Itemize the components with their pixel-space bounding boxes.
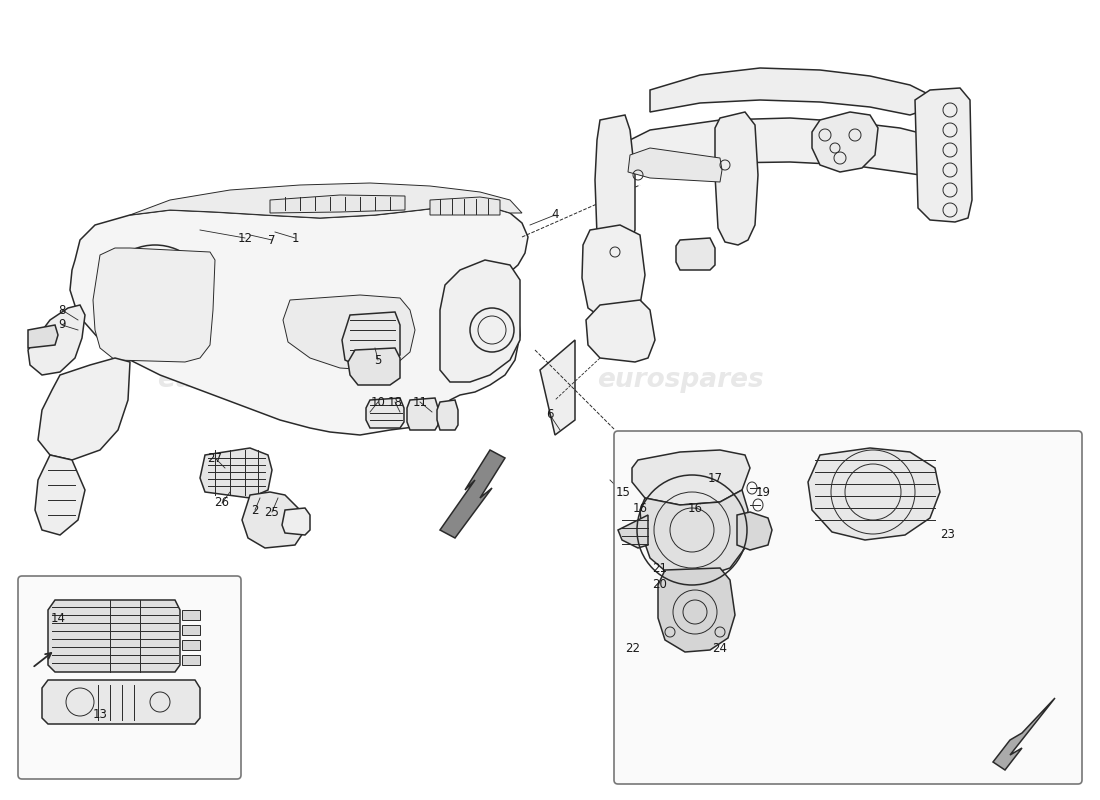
Text: 9: 9 bbox=[58, 318, 66, 331]
Polygon shape bbox=[595, 115, 635, 252]
Text: 22: 22 bbox=[626, 642, 640, 654]
Polygon shape bbox=[270, 195, 405, 213]
Text: 1: 1 bbox=[292, 231, 299, 245]
Polygon shape bbox=[600, 118, 960, 178]
Polygon shape bbox=[540, 340, 575, 435]
Text: 20: 20 bbox=[652, 578, 668, 591]
Polygon shape bbox=[42, 680, 200, 724]
Text: 17: 17 bbox=[707, 471, 723, 485]
Polygon shape bbox=[737, 512, 772, 550]
Polygon shape bbox=[94, 248, 214, 362]
Polygon shape bbox=[342, 312, 400, 367]
Polygon shape bbox=[242, 492, 305, 548]
Text: 12: 12 bbox=[238, 231, 253, 245]
Polygon shape bbox=[407, 398, 438, 430]
FancyBboxPatch shape bbox=[614, 431, 1082, 784]
Polygon shape bbox=[282, 508, 310, 535]
Polygon shape bbox=[628, 148, 722, 182]
Text: 2: 2 bbox=[251, 503, 258, 517]
Text: 18: 18 bbox=[387, 395, 403, 409]
Polygon shape bbox=[993, 698, 1055, 770]
Polygon shape bbox=[182, 640, 200, 650]
Polygon shape bbox=[440, 260, 520, 382]
Polygon shape bbox=[808, 448, 940, 540]
Polygon shape bbox=[586, 300, 654, 362]
Polygon shape bbox=[182, 625, 200, 635]
Polygon shape bbox=[440, 450, 505, 538]
Polygon shape bbox=[430, 197, 500, 215]
Polygon shape bbox=[915, 88, 972, 222]
Polygon shape bbox=[182, 610, 200, 620]
Text: 8: 8 bbox=[58, 303, 66, 317]
Polygon shape bbox=[640, 490, 748, 578]
Text: eurospares: eurospares bbox=[156, 367, 323, 393]
Text: 25: 25 bbox=[265, 506, 279, 518]
Polygon shape bbox=[130, 183, 522, 218]
Text: 14: 14 bbox=[51, 611, 66, 625]
Text: 7: 7 bbox=[268, 234, 276, 246]
Polygon shape bbox=[715, 112, 758, 245]
Polygon shape bbox=[48, 600, 180, 672]
Polygon shape bbox=[70, 205, 528, 435]
Text: 5: 5 bbox=[374, 354, 382, 366]
Polygon shape bbox=[650, 68, 930, 115]
Text: 16: 16 bbox=[632, 502, 648, 514]
Polygon shape bbox=[28, 305, 85, 375]
Polygon shape bbox=[35, 455, 85, 535]
Polygon shape bbox=[283, 295, 415, 370]
Polygon shape bbox=[618, 515, 648, 548]
Polygon shape bbox=[676, 238, 715, 270]
Polygon shape bbox=[28, 325, 58, 348]
Text: 26: 26 bbox=[214, 497, 230, 510]
Polygon shape bbox=[200, 448, 272, 498]
FancyBboxPatch shape bbox=[18, 576, 241, 779]
Polygon shape bbox=[39, 358, 130, 460]
Text: 4: 4 bbox=[551, 209, 559, 222]
Text: 19: 19 bbox=[756, 486, 770, 499]
Text: 24: 24 bbox=[713, 642, 727, 654]
Text: 21: 21 bbox=[652, 562, 668, 574]
Text: 27: 27 bbox=[208, 451, 222, 465]
Polygon shape bbox=[632, 450, 750, 505]
Text: 16: 16 bbox=[688, 502, 703, 514]
Text: 6: 6 bbox=[547, 409, 553, 422]
Text: 15: 15 bbox=[616, 486, 630, 499]
Text: 13: 13 bbox=[92, 709, 108, 722]
Polygon shape bbox=[437, 400, 458, 430]
Text: 11: 11 bbox=[412, 395, 428, 409]
Text: 23: 23 bbox=[940, 529, 956, 542]
Polygon shape bbox=[582, 225, 645, 320]
Polygon shape bbox=[348, 348, 400, 385]
Text: 10: 10 bbox=[371, 395, 385, 409]
Polygon shape bbox=[366, 398, 404, 428]
Polygon shape bbox=[182, 655, 200, 665]
Polygon shape bbox=[812, 112, 878, 172]
Text: eurospares: eurospares bbox=[596, 367, 763, 393]
Polygon shape bbox=[658, 568, 735, 652]
